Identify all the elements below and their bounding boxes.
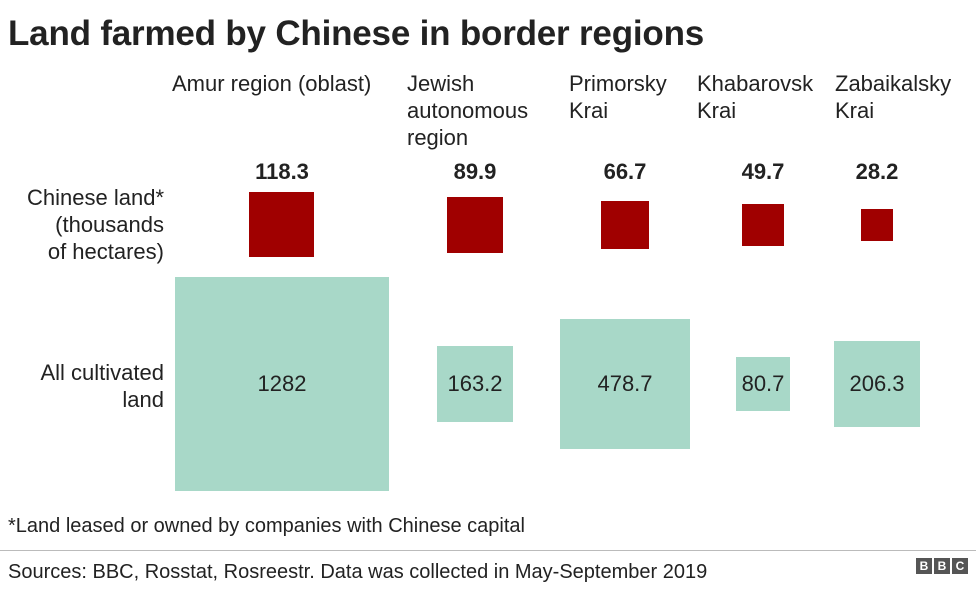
- region-label-jewish: Jewish autonomous region: [407, 71, 529, 150]
- chinese-value-label: 118.3: [255, 159, 309, 184]
- region-label-amur: Amur region (oblast): [172, 71, 372, 96]
- source-note: Sources: BBC, Rosstat, Rosreestr. Data w…: [8, 561, 708, 583]
- logo-letter: C: [952, 558, 968, 574]
- row-label-all-cultivated: All cultivated land: [40, 360, 164, 412]
- total-value-label: 1282: [257, 371, 307, 396]
- chinese-land-square: [741, 203, 785, 247]
- bbc-logo: B B C: [916, 558, 968, 574]
- divider: [0, 550, 976, 551]
- total-land-square: [175, 277, 389, 491]
- chinese-land-square: [861, 209, 893, 241]
- chinese-value-label: 89.9: [453, 159, 497, 184]
- chinese-value-label: 49.7: [741, 159, 785, 184]
- chinese-land-square: [446, 196, 504, 254]
- chinese-value-label: 28.2: [855, 159, 899, 184]
- chinese-land-square: [249, 192, 315, 258]
- footnote: *Land leased or owned by companies with …: [8, 515, 525, 537]
- chinese-value-label: 66.7: [603, 159, 647, 184]
- chart-title: Land farmed by Chinese in border regions: [8, 14, 705, 53]
- total-land-square: [834, 341, 920, 427]
- logo-letter: B: [916, 558, 932, 574]
- logo-letter: B: [934, 558, 950, 574]
- total-value-label: 80.7: [741, 371, 785, 396]
- total-value-label: 206.3: [849, 371, 905, 396]
- chinese-land-square: [600, 200, 650, 250]
- row-label-chinese-land: Chinese land* (thousands of hectares): [27, 185, 164, 264]
- total-land-square: [436, 345, 514, 423]
- region-label-khabarovsk: Khabarovsk Krai: [697, 71, 814, 123]
- total-land-square: [559, 318, 691, 450]
- total-value-label: 478.7: [597, 371, 653, 396]
- region-label-zabaikalsky: Zabaikalsky Krai: [835, 71, 952, 123]
- total-value-label: 163.2: [447, 371, 503, 396]
- region-label-primorsky: Primorsky Krai: [569, 71, 667, 123]
- total-land-square: [736, 357, 790, 411]
